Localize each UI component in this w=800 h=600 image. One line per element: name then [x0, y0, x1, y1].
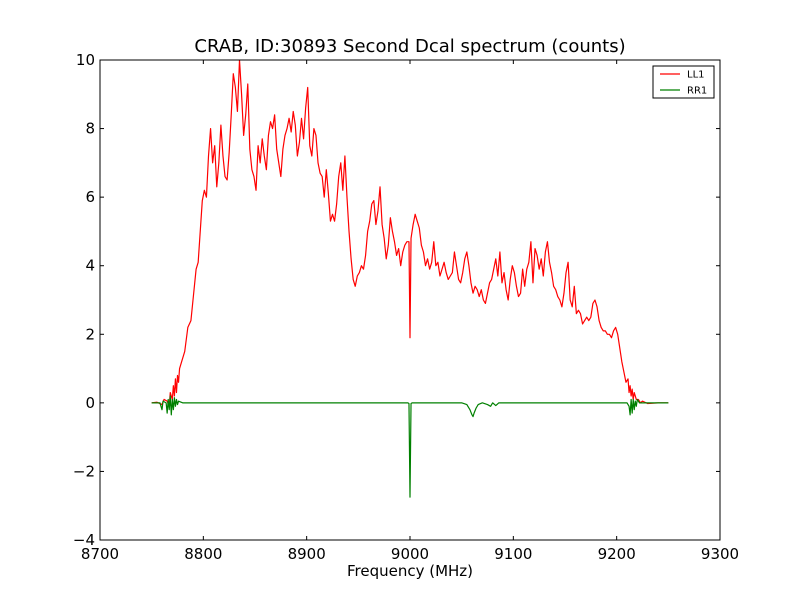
x-tick-label: 8800 [184, 545, 222, 563]
legend: LL1 RR1 [652, 65, 715, 99]
legend-label-rr1: RR1 [687, 86, 707, 97]
y-tick-label: 0 [85, 394, 95, 412]
x-tick-label: 8900 [288, 545, 326, 563]
series-line-ll1 [151, 60, 669, 407]
y-tick-label: 2 [85, 325, 95, 343]
y-tick-label: 4 [85, 257, 95, 275]
axis-ticks: 8700 8800 8900 9000 9100 9200 9300 −4 −2 0 2 4 6 8 10 [73, 51, 739, 563]
chart-title: CRAB, ID:30893 Second Dcal spectrum (cou… [194, 36, 625, 57]
plot-area [151, 60, 669, 498]
y-tick-label: −2 [73, 462, 95, 480]
legend-label-ll1: LL1 [687, 70, 705, 81]
x-tick-label: 9200 [598, 545, 636, 563]
y-tick-label: 8 [85, 120, 95, 138]
x-tick-label: 9100 [494, 545, 532, 563]
y-tick-label: −4 [73, 531, 95, 549]
x-tick-label: 9300 [701, 545, 739, 563]
legend-box [652, 65, 715, 99]
y-tick-label: 10 [76, 51, 95, 69]
y-tick-label: 6 [85, 188, 95, 206]
x-tick-label: 9000 [391, 545, 429, 563]
series-line-rr1 [151, 395, 669, 498]
x-axis-label: Frequency (MHz) [347, 562, 473, 580]
x-tick-label: 8700 [81, 545, 119, 563]
